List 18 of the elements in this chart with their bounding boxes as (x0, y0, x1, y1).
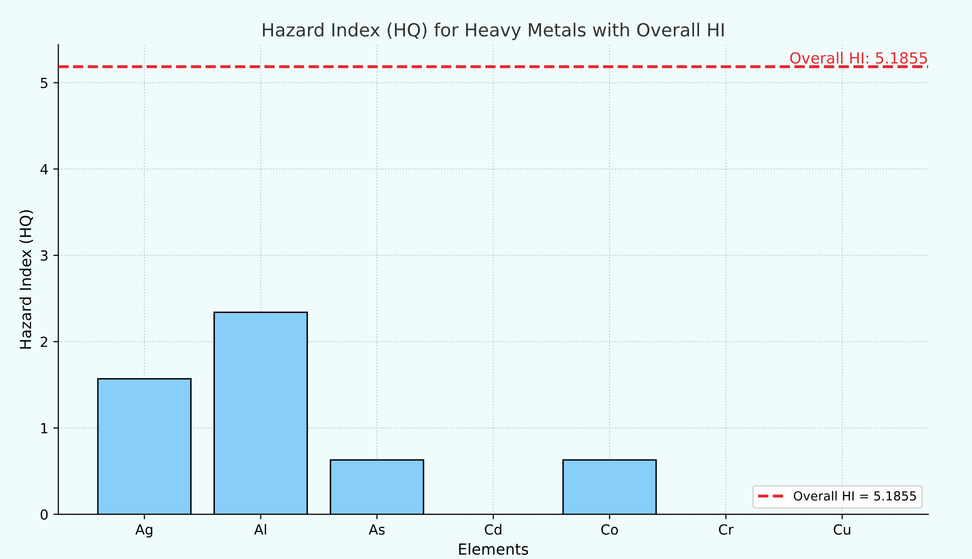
x-tick-label: As (368, 524, 385, 535)
y-tick-label: 3 (40, 250, 48, 261)
x-tick-label: Al (254, 524, 266, 535)
x-tick-label: Cr (718, 524, 734, 535)
y-axis-title: Hazard Index (HQ) (19, 210, 34, 349)
x-tick-label: Co (601, 524, 618, 535)
y-tick-label: 5 (40, 78, 48, 88)
y-tick-label: 1 (41, 423, 48, 434)
x-tick-label: Cu (834, 524, 850, 535)
annotation: Overall HI: 5.1855 (790, 52, 927, 64)
x-tick-label: Ag (135, 524, 152, 538)
chart-title: Hazard Index (HQ) for Heavy Metals with Overall HI (262, 22, 724, 40)
y-tick-label: 0 (40, 509, 48, 520)
legend-label: Overall HI = 5.1855 (794, 490, 916, 501)
x-axis-title: Elements (459, 543, 528, 555)
y-tick-label: 4 (40, 164, 48, 174)
x-tick-label: Cd (484, 524, 502, 535)
y-tick-label: 2 (40, 336, 48, 347)
